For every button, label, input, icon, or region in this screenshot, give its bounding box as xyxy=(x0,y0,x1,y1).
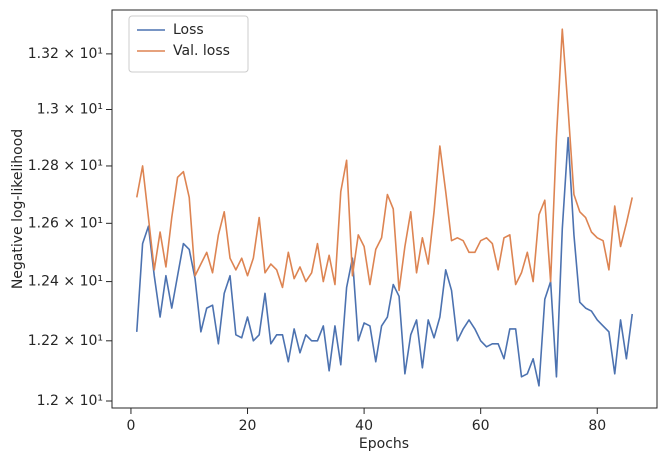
y-axis-label: Negative log-likelihood xyxy=(10,129,26,289)
x-tick-label: 40 xyxy=(355,418,373,434)
y-tick-label: 1.28 × 10¹ xyxy=(28,158,103,174)
x-axis-label: Epochs xyxy=(359,436,409,452)
y-tick-label: 1.32 × 10¹ xyxy=(28,46,103,62)
legend-label: Val. loss xyxy=(173,43,230,59)
y-tick-label: 1.26 × 10¹ xyxy=(28,215,103,231)
x-tick-label: 60 xyxy=(472,418,490,434)
x-tick-label: 20 xyxy=(239,418,257,434)
series-line xyxy=(135,136,634,387)
legend-label: Loss xyxy=(173,22,204,38)
y-tick-label: 1.24 × 10¹ xyxy=(28,274,103,290)
y-tick-label: 1.3 × 10¹ xyxy=(37,101,103,117)
plot-frame xyxy=(111,9,658,409)
y-tick-label: 1.2 × 10¹ xyxy=(37,393,103,409)
series-line xyxy=(135,28,634,292)
x-tick-label: 80 xyxy=(588,418,606,434)
x-tick-label: 0 xyxy=(126,418,135,434)
y-tick-label: 1.22 × 10¹ xyxy=(28,333,103,349)
